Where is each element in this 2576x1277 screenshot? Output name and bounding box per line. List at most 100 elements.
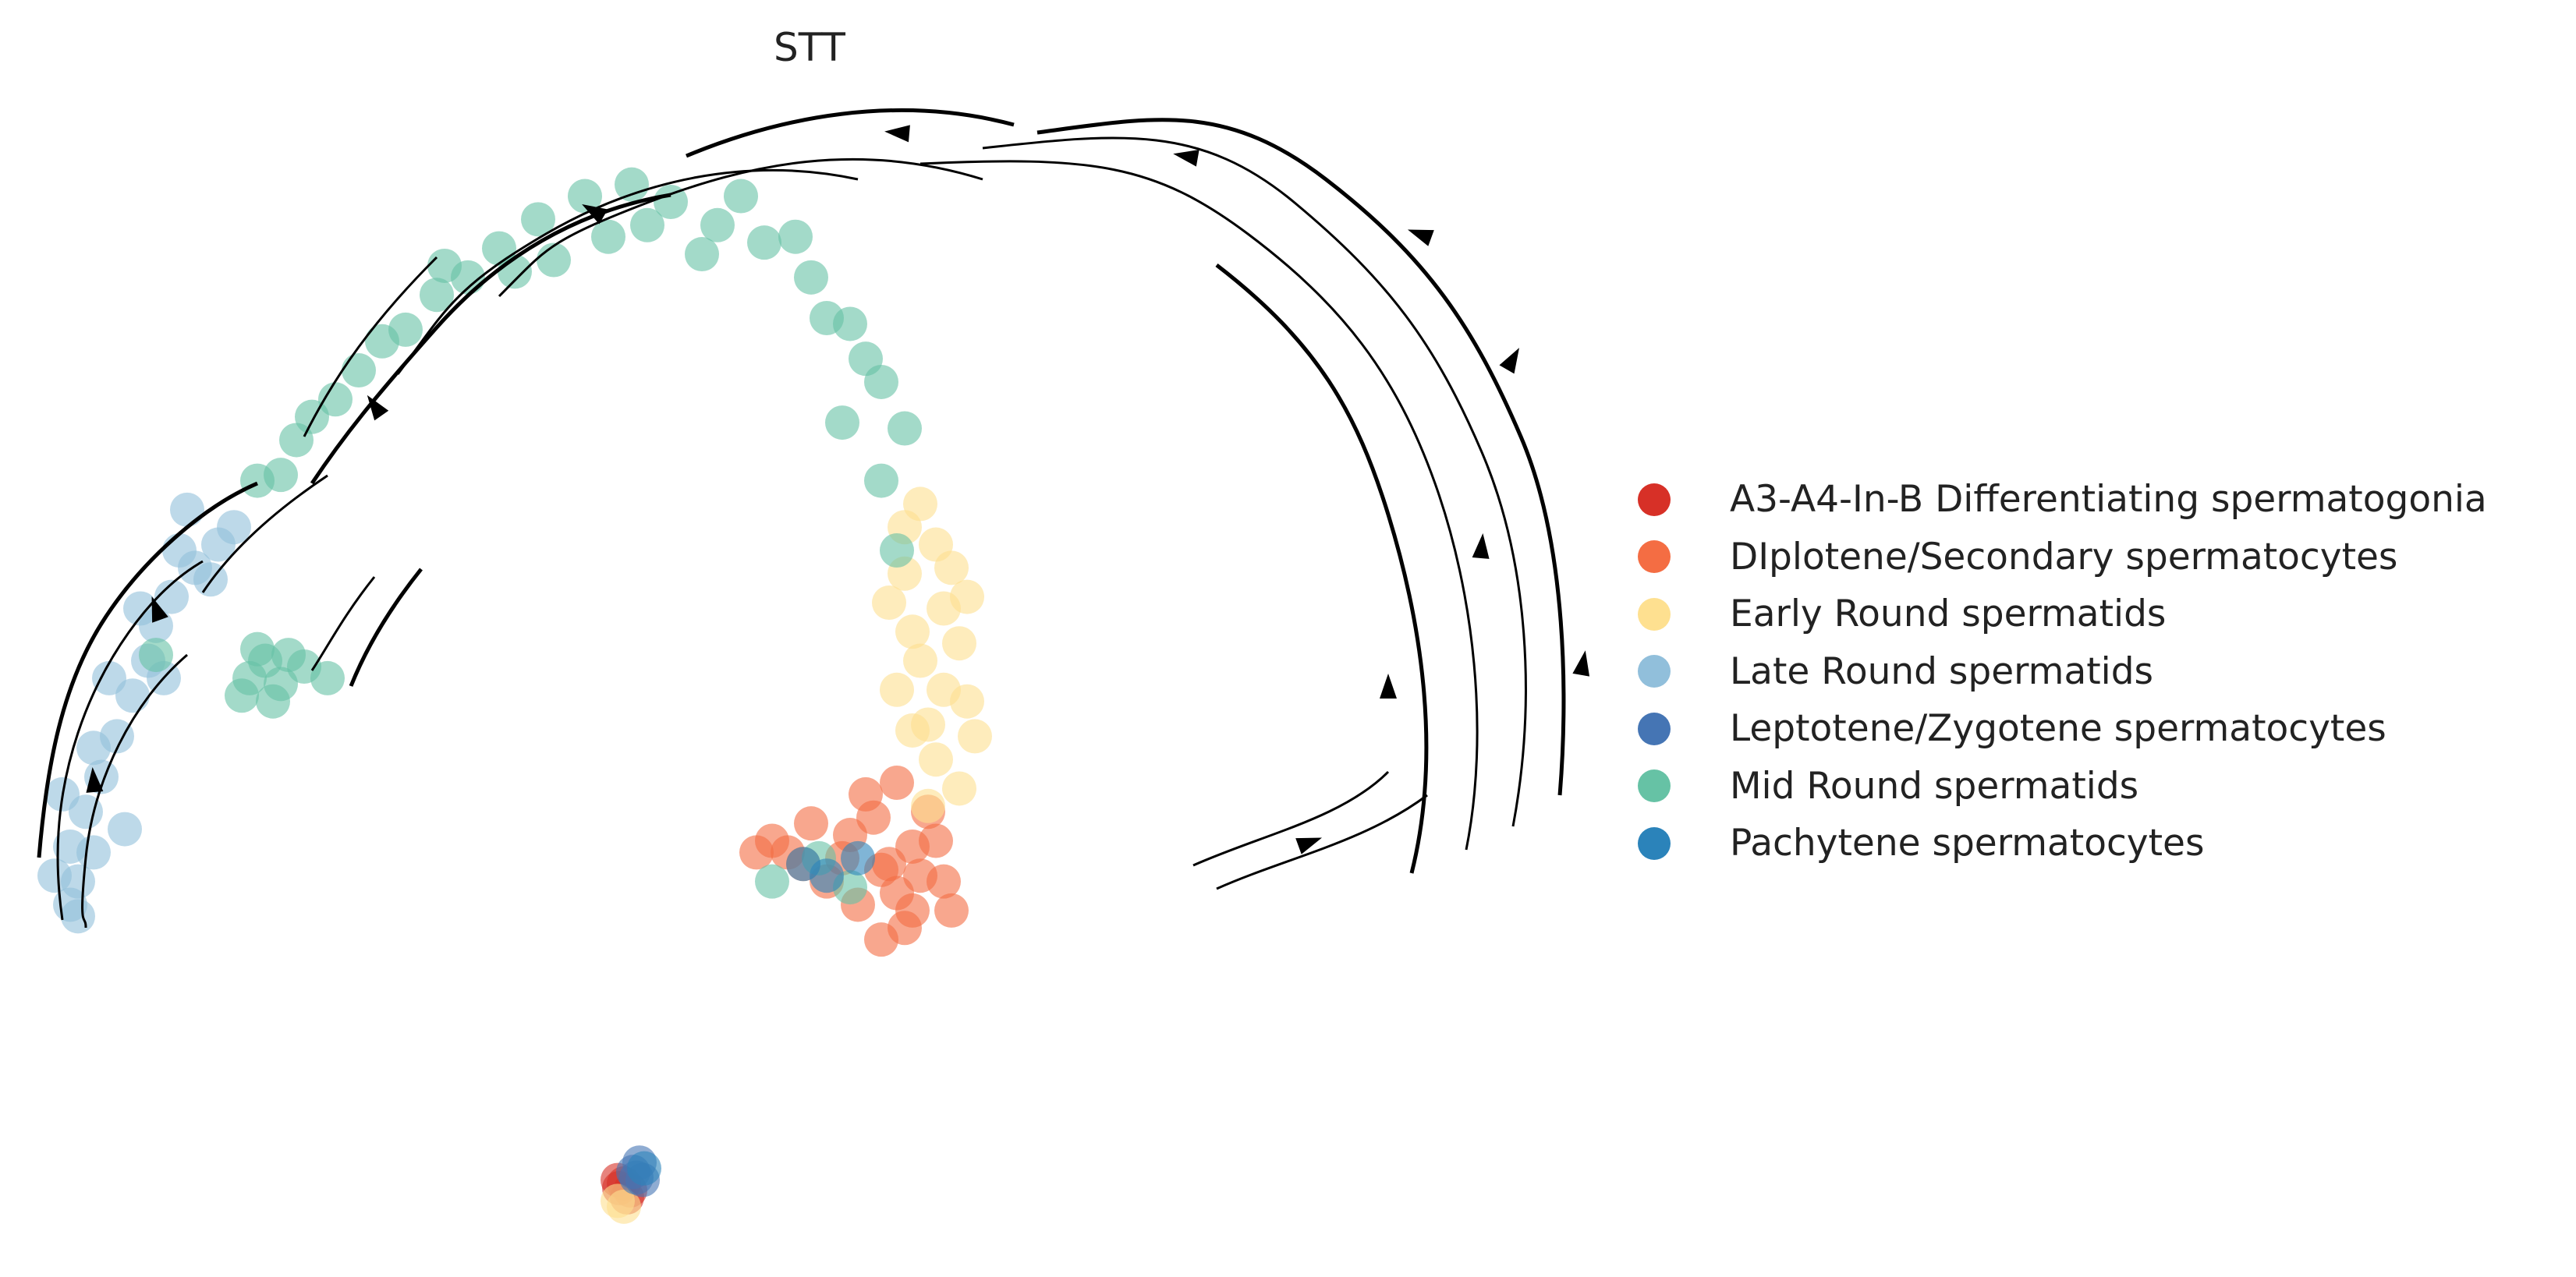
point-2-16: [872, 585, 906, 621]
point-6-3: [627, 1151, 661, 1186]
stream-arrow-2: [884, 125, 910, 143]
point-5-16: [825, 405, 859, 440]
streamline-14: [81, 653, 188, 929]
point-3-20: [76, 835, 111, 870]
legend-item: Pachytene spermatocytes: [1638, 815, 2574, 872]
streamline-0: [1036, 118, 1566, 796]
streamline-5: [1216, 794, 1428, 890]
streamline-15: [349, 568, 423, 687]
legend-swatch-icon: [1638, 712, 1671, 745]
point-1-19: [880, 766, 914, 800]
point-3-21: [170, 492, 204, 527]
point-2-19: [895, 713, 930, 748]
streamline-9: [310, 193, 671, 485]
point-5-39: [880, 533, 914, 568]
stream-arrow-9: [1295, 837, 1323, 854]
streamline-2: [919, 160, 1479, 851]
streamline-11: [201, 474, 328, 593]
point-1-22: [895, 893, 930, 928]
legend-label: Late Round spermatids: [1730, 649, 2154, 693]
legend-swatch-icon: [1638, 655, 1671, 688]
point-5-43: [342, 353, 376, 388]
point-5-6: [521, 202, 555, 237]
stream-arrow-0: [1407, 229, 1434, 246]
point-5-20: [388, 312, 423, 347]
stream-arrow-8: [1380, 674, 1397, 699]
legend-item: Early Round spermatids: [1638, 585, 2574, 643]
point-2-12: [903, 643, 937, 678]
point-5-8: [615, 167, 649, 202]
point-5-33: [427, 248, 462, 283]
legend-item: A3-A4-In-B Differentiating spermatogonia: [1638, 471, 2574, 529]
point-2-17: [934, 550, 969, 585]
point-5-22: [264, 458, 298, 493]
streamlines-layer: [37, 108, 1590, 929]
stream-arrow-10: [1499, 348, 1519, 374]
stream-arrow-5: [151, 596, 168, 623]
streamline-3: [1215, 264, 1429, 874]
chart-title: STT: [774, 25, 845, 70]
point-3-17: [37, 858, 72, 893]
legend-swatch-icon: [1638, 483, 1671, 516]
point-1-21: [919, 823, 953, 858]
stream-arrow-4: [367, 394, 389, 421]
point-5-10: [700, 207, 735, 242]
streamline-12: [37, 481, 258, 858]
legend-label: Pachytene spermatocytes: [1730, 822, 2205, 865]
point-5-38: [810, 301, 844, 335]
point-2-9: [919, 742, 953, 777]
legend-label: Mid Round spermatids: [1730, 764, 2139, 808]
streamline-13: [56, 560, 204, 921]
legend-swatch-icon: [1638, 540, 1671, 574]
legend-item: Late Round spermatids: [1638, 643, 2574, 701]
point-3-16: [92, 660, 126, 695]
point-5-46: [755, 864, 789, 899]
stream-arrow-11: [1572, 650, 1590, 677]
point-1-16: [849, 776, 883, 812]
point-5-31: [225, 678, 259, 713]
point-5-35: [724, 179, 758, 214]
point-2-13: [927, 591, 961, 626]
point-5-34: [537, 242, 571, 278]
streamline-4: [1192, 770, 1390, 867]
point-2-10: [942, 771, 976, 806]
legend-swatch-icon: [1638, 826, 1671, 860]
point-3-12: [162, 533, 197, 568]
point-1-8: [794, 806, 828, 841]
streamline-8: [396, 169, 859, 375]
point-2-21: [601, 1183, 635, 1219]
point-5-9: [654, 185, 688, 219]
legend-swatch-icon: [1638, 769, 1671, 803]
point-3-2: [69, 794, 103, 830]
legend-item: Leptotene/Zygotene spermatocytes: [1638, 700, 2574, 758]
legend-item: DIplotene/Secondary spermatocytes: [1638, 529, 2574, 586]
points-layer: [37, 167, 992, 1224]
streamline-10: [303, 256, 438, 437]
point-3-5: [115, 678, 150, 713]
point-2-15: [950, 684, 984, 719]
legend-label: DIplotene/Secondary spermatocytes: [1730, 535, 2398, 578]
point-5-36: [778, 219, 813, 254]
point-1-18: [755, 823, 789, 858]
point-6-2: [841, 840, 875, 876]
point-2-2: [942, 626, 976, 661]
point-5-4: [420, 278, 454, 313]
point-5-7: [568, 179, 602, 214]
stream-arrow-7: [1472, 533, 1490, 559]
legend-swatch-icon: [1638, 597, 1671, 631]
point-5-40: [864, 463, 898, 498]
point-5-27: [240, 631, 275, 667]
point-5-12: [794, 260, 828, 295]
point-5-15: [888, 411, 922, 446]
legend-item: Mid Round spermatids: [1638, 758, 2574, 815]
point-3-14: [76, 730, 111, 766]
stream-arrow-3: [582, 204, 608, 225]
point-3-8: [154, 579, 189, 614]
legend-label: A3-A4-In-B Differentiating spermatogonia: [1730, 478, 2487, 522]
point-5-18: [591, 219, 625, 254]
point-5-21: [295, 399, 329, 434]
point-5-2: [318, 382, 353, 417]
legend: A3-A4-In-B Differentiating spermatogonia…: [1638, 471, 2574, 872]
point-6-1: [810, 858, 844, 893]
